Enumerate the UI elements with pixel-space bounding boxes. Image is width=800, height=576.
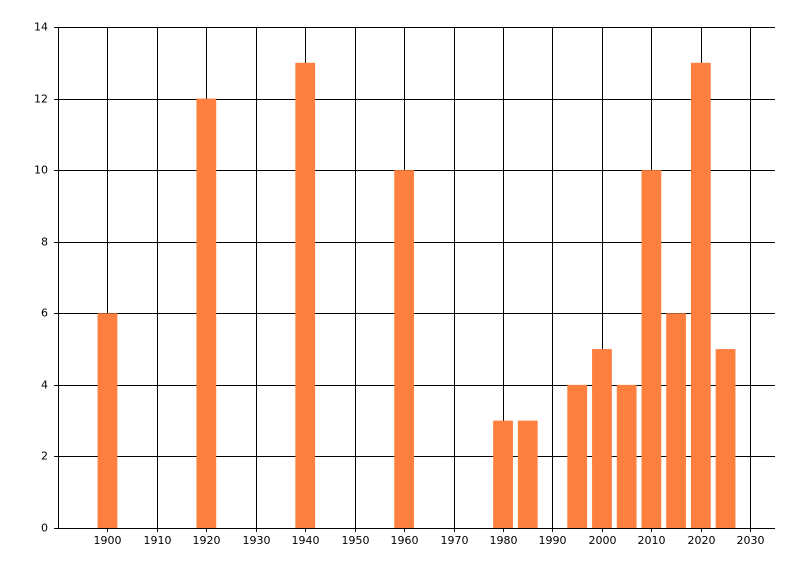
y-tick-label: 6 [41,307,48,320]
y-tick-label: 10 [34,164,48,177]
bar [567,384,588,528]
x-tick-label: 1920 [193,534,221,547]
x-tick-label: 1900 [94,534,122,547]
bar [666,313,686,528]
x-tick-label: 1910 [144,534,172,547]
bar [295,62,316,529]
x-tick-label: 1940 [292,534,320,547]
bar [196,98,217,529]
y-tick-label: 0 [41,522,48,535]
x-tick-label: 2000 [589,534,617,547]
x-tick-label: 1930 [243,534,271,547]
x-tick-label: 2030 [737,534,765,547]
x-tick-label: 2010 [638,534,666,547]
x-tick-label: 1950 [342,534,370,547]
y-tick-label: 2 [41,450,48,463]
x-tick-label: 1960 [391,534,419,547]
y-tick-label: 12 [34,93,48,106]
bar [690,62,711,529]
bar [616,384,637,528]
y-tick-label: 4 [41,379,48,392]
x-tick-label: 2020 [688,534,716,547]
x-tick-label: 1990 [539,534,567,547]
bar [97,313,118,528]
bar [715,349,736,528]
bar [493,420,513,528]
x-tick-label: 1980 [490,534,518,547]
x-tick-label: 1970 [441,534,469,547]
bar [641,170,662,528]
bar [394,170,415,528]
y-tick-label: 8 [41,236,48,249]
y-tick-label: 14 [34,21,48,34]
bar [592,349,612,528]
bar [517,420,538,528]
